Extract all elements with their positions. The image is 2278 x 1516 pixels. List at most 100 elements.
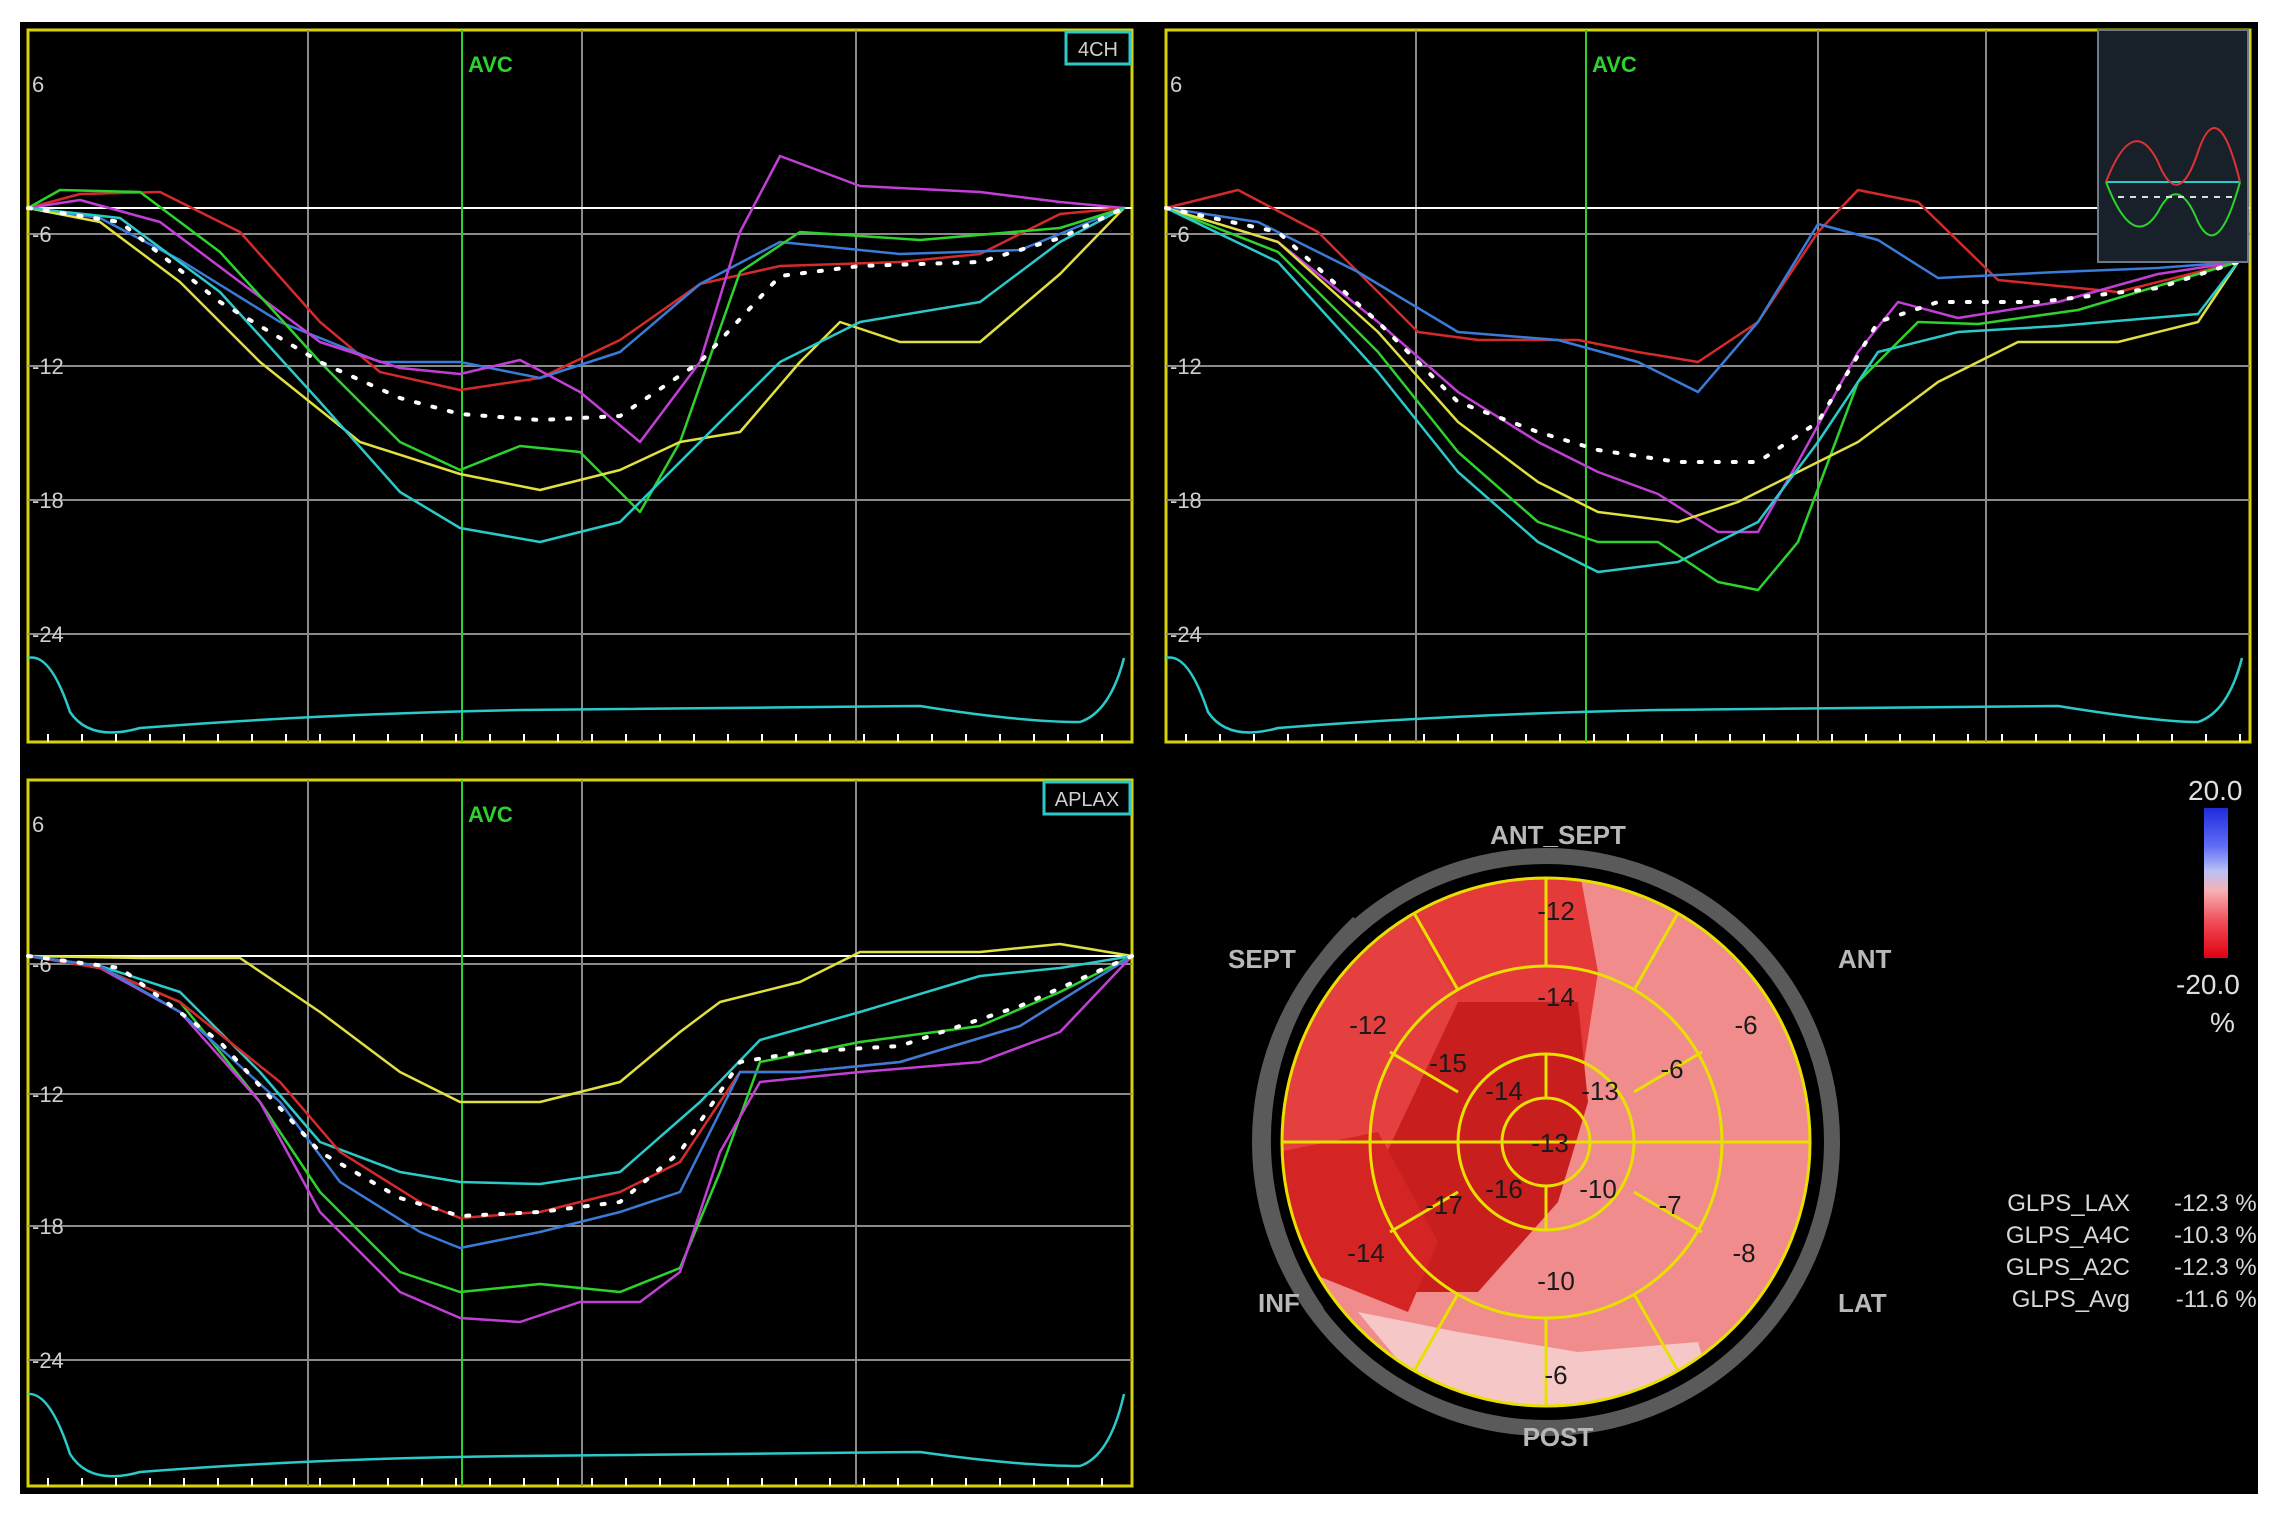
metric-value: -11.6 % bbox=[2175, 1286, 2257, 1313]
wall-label-post: POST bbox=[1523, 1422, 1594, 1452]
grid bbox=[28, 30, 1132, 742]
y-tick-label: -12 bbox=[1170, 354, 1202, 379]
segment-strain-curve bbox=[26, 190, 1126, 392]
metric-key: GLPS_A4C bbox=[2005, 1222, 2130, 1249]
y-tick-label: -18 bbox=[32, 488, 64, 513]
segment-value-mid-sept: -15 bbox=[1429, 1048, 1467, 1078]
segment-value-mid-inf: -17 bbox=[1425, 1190, 1463, 1220]
bullseye-plot: -12 -6 -8 -6 -14 -12 -14 -6 -7 -10 -17 -… bbox=[1228, 775, 2243, 1452]
segment-value-apical-inf: -16 bbox=[1485, 1174, 1523, 1204]
outer-ring-arc bbox=[1256, 916, 1363, 1317]
segment-strain-curve bbox=[26, 954, 1134, 1324]
segment-strain-curve bbox=[26, 154, 1126, 444]
metric-key: GLPS_A2C bbox=[2005, 1254, 2130, 1281]
y-tick-label: 6 bbox=[32, 812, 44, 837]
strain-panel-aplax: AVC 6 -6 -12 -18 -24 APLAX bbox=[20, 772, 1140, 1494]
thumbnail-preview[interactable] bbox=[2097, 29, 2249, 263]
metric-row-avg: GLPS_Avg -11.6 % bbox=[1980, 1286, 2257, 1314]
segment-value-basal-ant: -6 bbox=[1734, 1010, 1757, 1040]
strain-panel-2ch: AVC 6 -6 -12 -18 -24 bbox=[1158, 22, 2258, 750]
x-axis-ticks bbox=[47, 1478, 1103, 1486]
y-tick-label: 6 bbox=[32, 72, 44, 97]
segment-value-basal-inf: -14 bbox=[1347, 1238, 1385, 1268]
segment-value-apical-lat: -10 bbox=[1579, 1174, 1617, 1204]
metric-value: -12.3 % bbox=[2173, 1190, 2257, 1217]
color-scale-min: -20.0 bbox=[2176, 969, 2240, 1000]
y-tick-label: 6 bbox=[1170, 72, 1182, 97]
wall-label-inf: INF bbox=[1258, 1288, 1300, 1318]
view-badge[interactable]: 4CH bbox=[1064, 30, 1132, 66]
wall-label-ant-sept: ANT_SEPT bbox=[1490, 820, 1626, 850]
segment-strain-curve bbox=[1164, 206, 2240, 574]
avc-label: AVC bbox=[468, 802, 513, 827]
segment-strain-curves bbox=[1164, 188, 2240, 592]
plot-frame bbox=[26, 778, 1134, 1488]
metric-key: GLPS_Avg bbox=[2011, 1286, 2130, 1313]
segment-value-apex: -13 bbox=[1531, 1128, 1569, 1158]
y-tick-label: -18 bbox=[1170, 488, 1202, 513]
y-tick-labels: 6 -6 -12 -18 -24 bbox=[1170, 72, 1202, 647]
segment-value-apical-sept: -14 bbox=[1485, 1076, 1523, 1106]
plot-frame bbox=[26, 28, 1134, 744]
color-scale-bar bbox=[2204, 808, 2228, 958]
segment-strain-curve bbox=[1164, 206, 2240, 464]
strain-chart-2ch: AVC 6 -6 -12 -18 -24 bbox=[1164, 28, 2252, 744]
segment-value-basal-lat: -8 bbox=[1732, 1238, 1755, 1268]
view-badge[interactable]: APLAX bbox=[1042, 780, 1132, 816]
strain-chart-4ch: AVC 6 -6 -12 -18 -24 4CH bbox=[26, 28, 1134, 744]
segment-value-mid-ant: -6 bbox=[1660, 1054, 1683, 1084]
segment-strain-curve bbox=[26, 954, 1134, 1218]
y-tick-label: -6 bbox=[32, 222, 52, 247]
strain-panel-4ch: AVC 6 -6 -12 -18 -24 4CH bbox=[20, 22, 1140, 750]
plot-frame bbox=[1164, 28, 2252, 744]
segment-value-mid-ant-sept: -14 bbox=[1537, 982, 1575, 1012]
view-label: 4CH bbox=[1078, 39, 1118, 61]
segment-strain-curve bbox=[26, 206, 1126, 544]
color-scale-max: 20.0 bbox=[2188, 775, 2243, 806]
segment-strain-curve bbox=[26, 206, 1126, 422]
segment-strain-curve bbox=[26, 942, 1134, 1104]
segment-strain-curve bbox=[26, 206, 1126, 380]
y-tick-label: -24 bbox=[1170, 622, 1202, 647]
ecg-trace bbox=[27, 656, 1126, 734]
avc-label: AVC bbox=[468, 52, 513, 77]
view-label: APLAX bbox=[1055, 789, 1119, 811]
wall-label-lat: LAT bbox=[1838, 1288, 1887, 1318]
y-tick-label: -24 bbox=[32, 1348, 64, 1373]
segment-value-apical-ant: -13 bbox=[1581, 1076, 1619, 1106]
segment-strain-curve bbox=[26, 188, 1126, 514]
segment-strain-curve bbox=[26, 954, 1134, 1186]
metric-value: -12.3 % bbox=[2173, 1254, 2257, 1281]
metric-row-a4c: GLPS_A4C -10.3 % bbox=[1980, 1222, 2257, 1250]
segment-strain-curve bbox=[1164, 188, 2240, 364]
y-tick-labels: 6 -6 -12 -18 -24 bbox=[32, 812, 64, 1373]
y-tick-labels: 6 -6 -12 -18 -24 bbox=[32, 72, 64, 647]
segment-strain-curve bbox=[26, 206, 1126, 492]
segment-strain-curves bbox=[26, 942, 1134, 1324]
strain-analysis-screen: AVC 6 -6 -12 -18 -24 4CH AVC bbox=[20, 22, 2258, 1494]
segment-value-basal-ant-sept: -12 bbox=[1537, 896, 1575, 926]
ecg-trace bbox=[1165, 656, 2244, 734]
segment-strain-curve bbox=[1164, 206, 2240, 524]
avc-label: AVC bbox=[1592, 52, 1637, 77]
segment-value-mid-post: -10 bbox=[1537, 1266, 1575, 1296]
y-tick-label: -12 bbox=[32, 354, 64, 379]
metric-key: GLPS_LAX bbox=[2007, 1190, 2130, 1217]
wall-labels: ANT_SEPT ANT LAT POST INF SEPT bbox=[1228, 820, 1892, 1452]
segment-value-basal-sept: -12 bbox=[1349, 1010, 1387, 1040]
segment-value-basal-post: -6 bbox=[1544, 1360, 1567, 1390]
y-tick-label: -12 bbox=[32, 1082, 64, 1107]
segment-values: -12 -6 -8 -6 -14 -12 -14 -6 -7 -10 -17 -… bbox=[1347, 896, 1757, 1390]
y-tick-label: -6 bbox=[1170, 222, 1190, 247]
grid bbox=[1166, 30, 2250, 742]
x-axis-ticks bbox=[47, 734, 1103, 742]
x-axis-ticks bbox=[1185, 734, 2241, 742]
wall-label-sept: SEPT bbox=[1228, 944, 1296, 974]
segment-strain-curve bbox=[1164, 206, 2240, 592]
segment-strain-curve bbox=[26, 954, 1134, 1294]
color-scale-unit: % bbox=[2210, 1007, 2235, 1038]
segment-strain-curves bbox=[26, 154, 1126, 544]
y-tick-label: -24 bbox=[32, 622, 64, 647]
bullseye-panel: -12 -6 -8 -6 -14 -12 -14 -6 -7 -10 -17 -… bbox=[1158, 772, 2258, 1494]
wall-label-ant: ANT bbox=[1838, 944, 1892, 974]
